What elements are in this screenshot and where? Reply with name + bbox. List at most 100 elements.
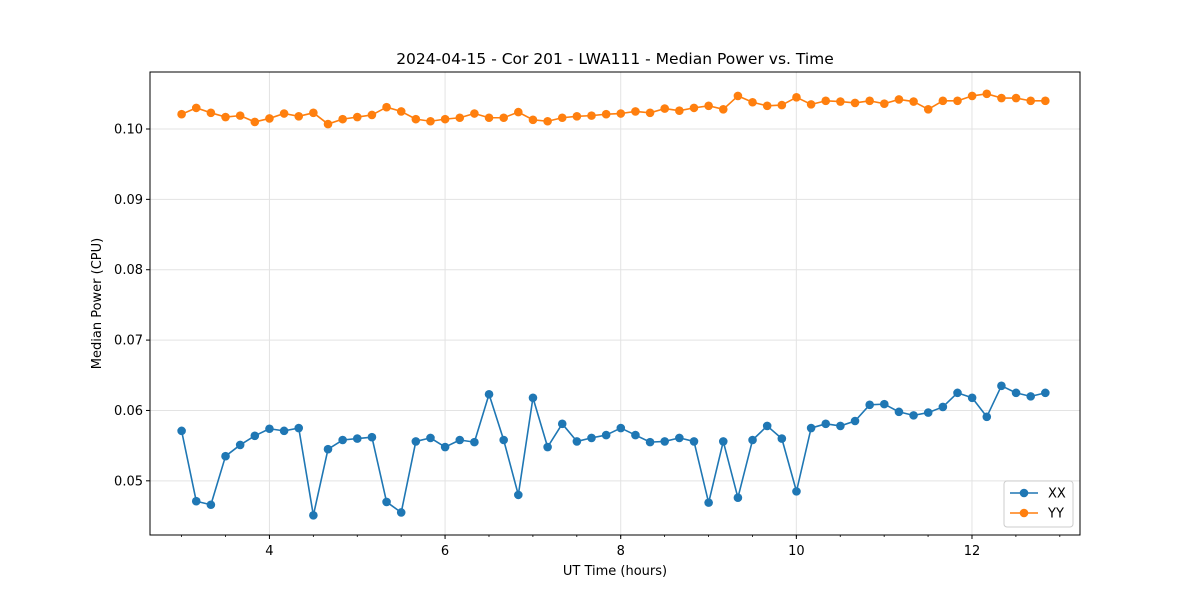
data-point-xx: [631, 430, 640, 440]
chart-title: 2024-04-15 - Cor 201 - LWA111 - Median P…: [396, 50, 834, 68]
data-point-yy: [235, 111, 245, 120]
data-point-xx: [777, 434, 787, 443]
data-point-xx: [748, 435, 757, 445]
data-point-xx: [923, 408, 933, 417]
data-point-yy: [631, 107, 640, 116]
x-tick-label: 4: [265, 544, 273, 559]
data-point-yy: [806, 100, 816, 109]
data-point-xx: [836, 421, 845, 431]
data-point-xx: [1011, 388, 1021, 398]
data-point-yy: [455, 113, 465, 123]
data-point-xx: [235, 440, 245, 450]
data-point-xx: [587, 433, 596, 443]
data-point-yy: [323, 119, 333, 129]
series-yy: [177, 89, 1050, 129]
data-point-yy: [777, 100, 787, 110]
data-point-xx: [426, 433, 435, 443]
data-point-xx: [660, 437, 670, 446]
data-point-xx: [792, 487, 801, 496]
data-point-yy: [221, 112, 230, 122]
data-point-yy: [250, 117, 260, 127]
data-point-yy: [675, 106, 684, 115]
data-point-yy: [338, 114, 347, 124]
data-point-xx: [543, 442, 552, 452]
plot-frame: [149, 71, 1081, 536]
data-point-yy: [309, 108, 318, 118]
data-point-yy: [440, 114, 450, 124]
data-point-xx: [806, 423, 816, 433]
x-tick-label: 6: [441, 544, 449, 559]
data-point-yy: [587, 111, 596, 120]
data-point-xx: [294, 423, 304, 433]
y-tick-label: 0.07: [114, 334, 143, 349]
data-point-xx: [514, 490, 523, 500]
data-point-xx: [865, 400, 874, 410]
data-point-yy: [191, 103, 201, 113]
data-point-yy: [514, 107, 523, 117]
data-point-yy: [792, 93, 801, 102]
data-point-xx: [997, 381, 1006, 391]
data-point-xx: [499, 435, 508, 445]
data-point-xx: [396, 508, 406, 517]
x-axis-title: UT Time (hours): [563, 564, 667, 579]
y-tick-label: 0.09: [114, 193, 143, 208]
data-point-yy: [352, 112, 362, 122]
data-point-yy: [909, 97, 918, 106]
data-point-yy: [484, 113, 494, 123]
data-point-xx: [616, 423, 626, 433]
data-point-xx: [250, 431, 260, 441]
legend-label-yy: YY: [1047, 507, 1064, 522]
data-point-yy: [850, 98, 860, 108]
axes: 4 6 8 10 12 0.05 0.06 0.07 0.08 0.09 0.10: [114, 122, 1061, 559]
series-xx: [177, 381, 1050, 520]
data-point-yy: [616, 109, 626, 118]
x-tick-label: 8: [617, 544, 625, 559]
legend-label-xx: XX: [1048, 487, 1066, 502]
data-point-xx: [894, 407, 904, 417]
data-point-yy: [177, 109, 186, 119]
data-point-xx: [1041, 388, 1050, 398]
legend-marker-yy: [1019, 508, 1029, 518]
data-point-yy: [689, 103, 699, 113]
data-point-xx: [367, 432, 377, 442]
y-tick-label: 0.06: [114, 404, 143, 419]
data-point-xx: [572, 437, 582, 446]
data-point-yy: [294, 112, 304, 121]
data-point-xx: [352, 434, 362, 443]
data-point-yy: [865, 96, 874, 106]
data-point-xx: [309, 511, 318, 520]
data-point-xx: [177, 426, 186, 436]
data-point-xx: [909, 411, 918, 420]
data-point-xx: [733, 493, 743, 503]
data-point-yy: [411, 114, 421, 124]
data-point-xx: [484, 389, 494, 399]
data-point-yy: [660, 104, 670, 113]
legend: XX YY: [1003, 480, 1074, 528]
data-point-xx: [470, 437, 479, 447]
data-point-yy: [718, 104, 728, 114]
data-point-xx: [982, 412, 992, 422]
data-point-xx: [850, 416, 860, 426]
data-point-xx: [880, 399, 889, 409]
data-point-xx: [601, 430, 611, 440]
data-point-yy: [382, 102, 391, 112]
data-point-xx: [323, 444, 333, 454]
data-point-yy: [396, 107, 406, 116]
data-point-yy: [748, 97, 757, 107]
data-point-xx: [221, 451, 230, 461]
data-point-xx: [718, 437, 728, 446]
data-point-xx: [440, 442, 450, 452]
data-point-yy: [880, 99, 889, 108]
data-point-yy: [821, 96, 831, 106]
y-tick-label: 0.05: [114, 474, 143, 489]
data-point-yy: [543, 116, 552, 126]
data-point-yy: [265, 114, 274, 123]
data-point-yy: [528, 115, 538, 125]
data-point-xx: [411, 437, 421, 446]
data-point-yy: [997, 93, 1006, 103]
data-point-yy: [938, 96, 948, 106]
data-point-yy: [923, 104, 933, 114]
data-point-xx: [191, 496, 201, 506]
data-point-yy: [1011, 93, 1021, 103]
data-point-yy: [967, 91, 977, 101]
